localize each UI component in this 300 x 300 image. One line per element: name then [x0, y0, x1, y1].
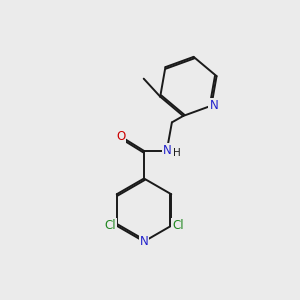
- Text: H: H: [173, 148, 181, 158]
- Text: Cl: Cl: [172, 219, 184, 232]
- Text: N: N: [163, 144, 172, 158]
- Text: N: N: [140, 235, 148, 248]
- Text: O: O: [116, 130, 125, 143]
- Text: Cl: Cl: [104, 219, 116, 232]
- Text: N: N: [209, 99, 218, 112]
